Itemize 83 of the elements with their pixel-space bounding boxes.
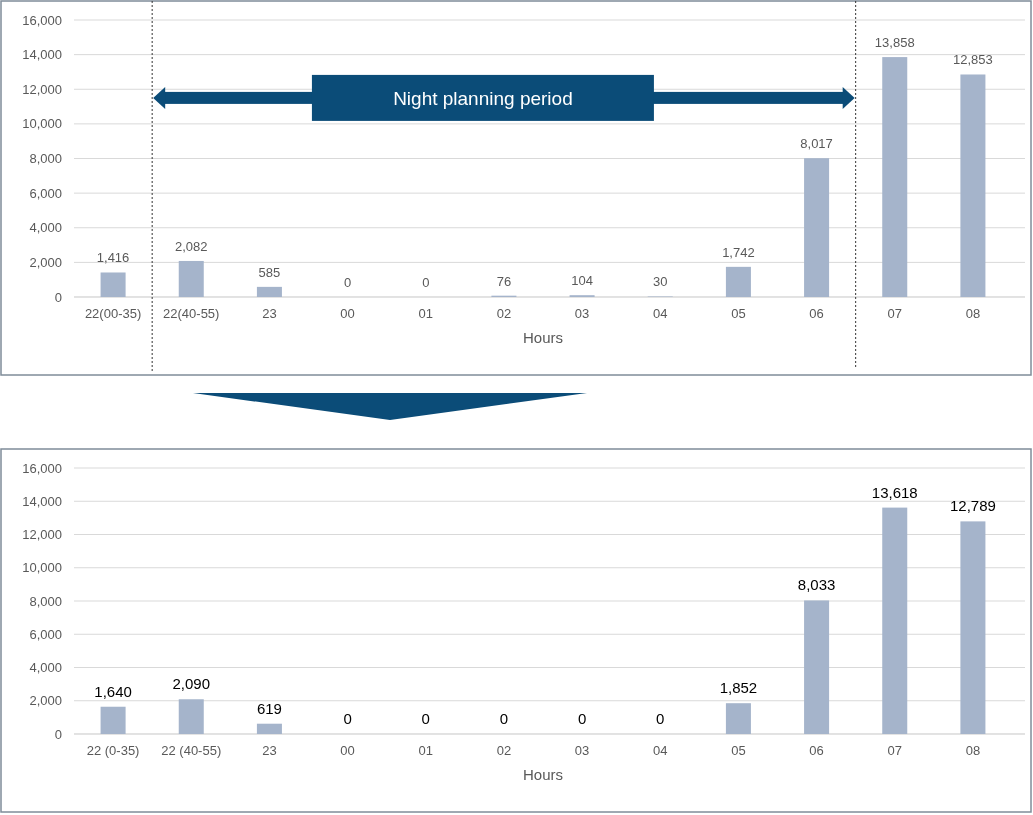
annotation: Night planning period (393, 87, 573, 109)
bar (725, 703, 751, 734)
data-label: 8,033 (797, 576, 836, 594)
y-tick-label: 4,000 (29, 220, 62, 236)
y-tick-label: 0 (54, 289, 62, 305)
bar (804, 158, 830, 297)
data-label: 0 (421, 710, 430, 727)
data-label: 2,082 (174, 238, 208, 254)
x-tick-label: 01 (418, 743, 433, 758)
data-label: 0 (577, 710, 587, 727)
bar (256, 723, 282, 734)
data-label: 0 (343, 275, 352, 290)
x-tick-label: 03 (574, 306, 590, 321)
x-tick-label: 23 (262, 743, 277, 758)
y-tick-label: 6,000 (29, 185, 62, 201)
x-tick-label: 03 (574, 743, 590, 758)
y-tick-label: 0 (54, 726, 62, 742)
y-tick-label: 8,000 (29, 593, 62, 609)
data-label: 13,858 (874, 35, 915, 51)
bar (960, 74, 986, 297)
x-tick-label: 00 (340, 743, 355, 758)
x-tick-label: 01 (418, 306, 433, 321)
x-tick-label: 22 (0-35) (86, 743, 140, 758)
x-tick-label: 04 (653, 743, 668, 758)
y-tick-label: 4,000 (29, 660, 62, 676)
data-label: 1,852 (719, 679, 758, 697)
data-label: 8,017 (800, 136, 833, 152)
bar (100, 706, 126, 734)
bar (882, 57, 908, 297)
data-label: 30 (653, 274, 668, 290)
x-tick-label: 05 (731, 306, 746, 321)
y-tick-label: 16,000 (22, 460, 62, 476)
bar (100, 272, 126, 297)
data-label: 619 (256, 699, 282, 717)
data-label: 13,618 (871, 483, 918, 501)
x-tick-label: 02 (496, 306, 512, 321)
data-label: 1,742 (722, 244, 755, 260)
x-tick-label: 02 (496, 743, 512, 758)
data-label: 2,090 (172, 675, 211, 693)
y-tick-label: 14,000 (22, 47, 62, 63)
data-label: 0 (656, 710, 665, 727)
bar (178, 260, 204, 297)
x-tick-label: 07 (887, 306, 902, 321)
data-label: 12,789 (949, 497, 996, 515)
bar (804, 600, 830, 734)
x-tick-label: 23 (262, 306, 277, 321)
x-tick-label: 05 (731, 743, 746, 758)
y-tick-label: 16,000 (22, 12, 62, 28)
x-tick-label: 22(00-35) (84, 306, 142, 321)
y-tick-label: 14,000 (22, 493, 62, 509)
data-label: 76 (496, 273, 512, 289)
x-tick-label: 08 (965, 743, 981, 758)
y-tick-label: 12,000 (22, 527, 62, 543)
data-label: 0 (422, 275, 430, 290)
x-tick-label: 04 (653, 306, 668, 321)
x-tick-label: 22 (40-55) (161, 743, 222, 758)
y-tick-label: 8,000 (29, 151, 62, 167)
x-tick-label: 22(40-55) (163, 306, 220, 321)
data-label: 12,853 (953, 52, 993, 68)
data-label: 104 (571, 273, 593, 289)
data-label: 585 (258, 264, 281, 280)
x-tick-label: 06 (809, 743, 824, 758)
x-tick-label: 06 (809, 306, 824, 321)
x-tick-label: 08 (965, 306, 981, 321)
bar (178, 699, 204, 734)
x-axis-title: Hours (522, 329, 564, 346)
y-tick-label: 2,000 (29, 693, 62, 709)
bar (960, 521, 986, 734)
bar (256, 286, 282, 297)
data-label: 0 (343, 710, 352, 727)
x-tick-label: 07 (887, 743, 902, 758)
data-label: 1,416 (96, 250, 130, 266)
data-label: 0 (499, 710, 509, 727)
y-tick-label: 10,000 (22, 560, 62, 576)
x-axis-title: Hours (522, 766, 564, 783)
y-tick-label: 12,000 (22, 81, 62, 97)
y-tick-label: 6,000 (29, 626, 62, 642)
x-tick-label: 00 (340, 306, 355, 321)
y-tick-label: 10,000 (22, 116, 62, 132)
data-label: 1,640 (94, 682, 132, 700)
bar (725, 266, 751, 297)
y-tick-label: 2,000 (29, 254, 62, 270)
bar (882, 507, 908, 734)
